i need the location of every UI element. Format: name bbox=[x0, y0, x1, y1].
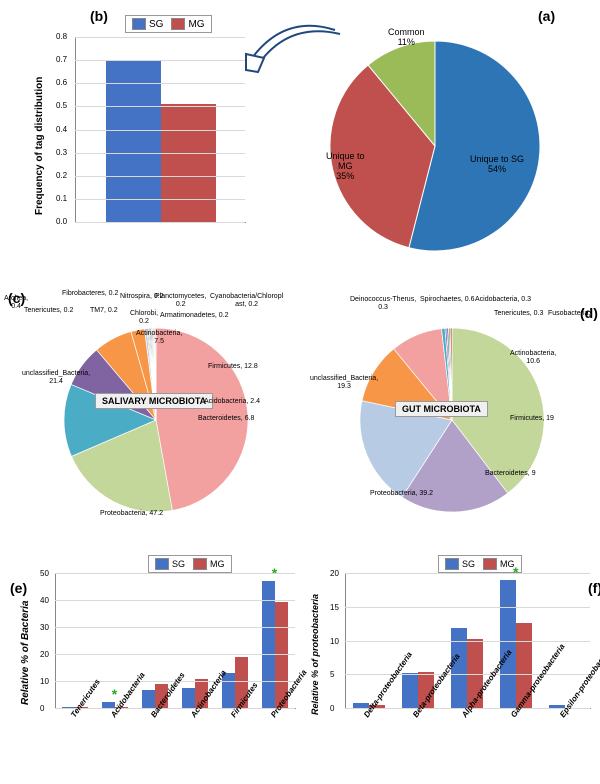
panel-c-title: SALIVARY MICROBIOTA bbox=[95, 393, 213, 409]
pie-a-label-common: Common11% bbox=[388, 28, 425, 48]
panel-d-title: GUT MICROBIOTA bbox=[395, 401, 488, 417]
panel-f-legend: SG MG bbox=[438, 555, 522, 573]
panel-e-ylabel: Relative % of Bacteria bbox=[20, 585, 31, 705]
bar bbox=[106, 60, 161, 222]
pie-a-label-sg: Unique to SG54% bbox=[470, 155, 524, 175]
panel-f-ylabel: Relative % of proteobacteria bbox=[310, 575, 320, 715]
panel-e-legend: SG MG bbox=[148, 555, 232, 573]
panel-b-legend: SG MG bbox=[125, 15, 212, 33]
pie-a-label-mg: Unique toMG35% bbox=[326, 152, 365, 182]
panel-b-ylabel: Frequency of tag distribution bbox=[34, 55, 45, 215]
bar bbox=[161, 104, 216, 222]
panel-b-chart: Frequency of tag distribution SG MG 0.00… bbox=[40, 15, 260, 230]
panel-e-chart: Relative % of Bacteria SG MG ** 01020304… bbox=[20, 555, 300, 775]
panel-f-chart: Relative % of proteobacteria SG MG * 051… bbox=[310, 555, 595, 775]
